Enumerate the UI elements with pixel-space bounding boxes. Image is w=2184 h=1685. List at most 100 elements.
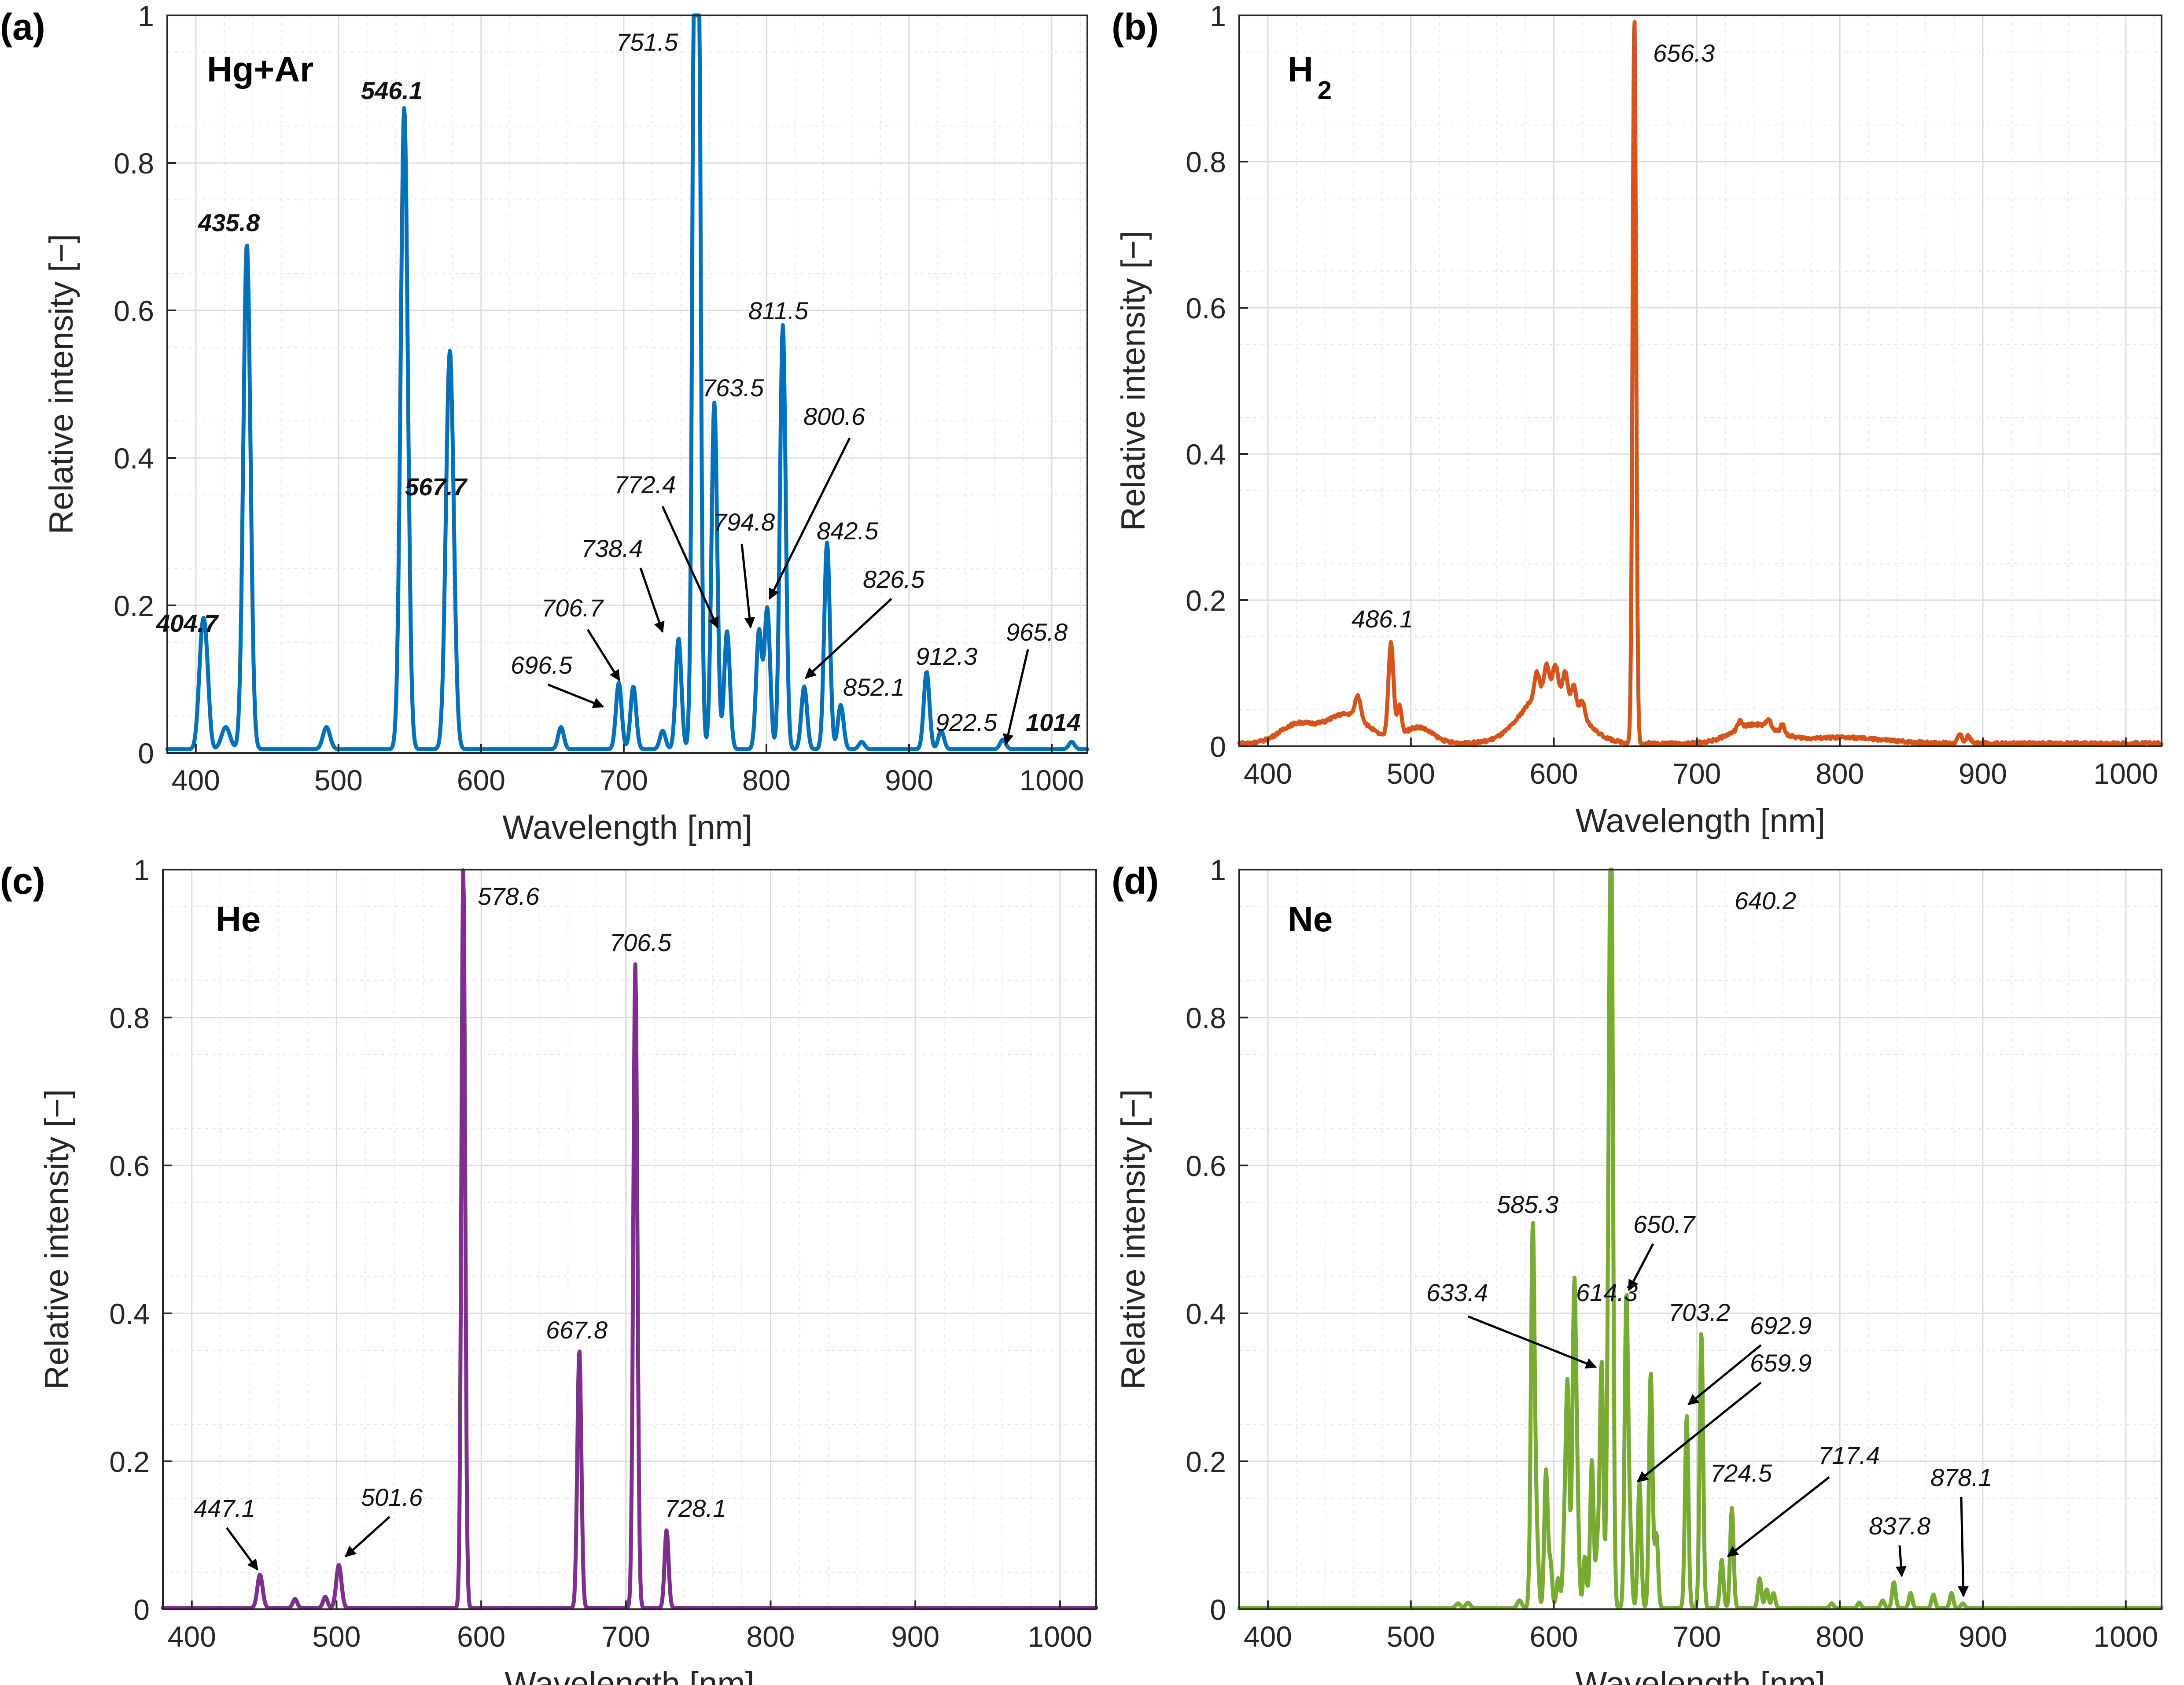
- annotation-arrow: [345, 1516, 390, 1557]
- annotation-arrow: [1002, 649, 1029, 745]
- x-tick-label: 400: [172, 764, 220, 796]
- peak-label: 772.4: [614, 471, 676, 498]
- annotation-arrow: [639, 568, 665, 633]
- x-tick-label: 800: [746, 1620, 795, 1653]
- peak-label: 692.9: [1750, 1312, 1812, 1339]
- peak-label: 447.1: [194, 1494, 255, 1522]
- peak-label: 794.8: [713, 508, 775, 536]
- x-tick-label: 800: [1816, 1620, 1864, 1653]
- y-tick-label: 0.8: [109, 1002, 150, 1034]
- y-axis-label: Relative intensity [−]: [38, 1089, 76, 1390]
- peak-label: 922.5: [935, 708, 998, 736]
- y-tick-label: 0.8: [1186, 146, 1226, 178]
- peak-label: 404.7: [156, 609, 219, 637]
- x-tick-label: 1000: [1020, 764, 1084, 796]
- x-tick-label: 900: [1959, 1620, 2007, 1653]
- y-tick-label: 0: [1210, 730, 1226, 763]
- x-tick-label: 600: [1530, 757, 1578, 790]
- peak-label: 763.5: [702, 374, 764, 402]
- peak-label: 659.9: [1750, 1349, 1812, 1377]
- y-tick-label: 0.4: [1186, 1298, 1226, 1330]
- annotation-arrow: [768, 437, 851, 600]
- x-tick-label: 1000: [2093, 757, 2158, 790]
- peak-label: 878.1: [1930, 1464, 1992, 1491]
- y-tick-label: 0.4: [109, 1298, 150, 1330]
- spectrum-line: [165, 13, 1090, 752]
- y-tick-label: 0.2: [109, 1445, 150, 1478]
- panel-label: (c): [0, 860, 45, 902]
- x-tick-label: 600: [457, 1620, 505, 1653]
- peak-label: 650.7: [1633, 1210, 1696, 1238]
- y-tick-label: 0.4: [1186, 438, 1226, 471]
- x-tick-label: 800: [742, 764, 791, 796]
- peak-label: 706.7: [541, 594, 604, 622]
- y-tick-label: 1: [138, 0, 154, 32]
- panel-label: (d): [1112, 860, 1159, 902]
- plot-frame: [166, 15, 1088, 754]
- x-tick-label: 500: [312, 1620, 361, 1653]
- y-tick-label: 0.6: [1186, 292, 1226, 324]
- y-axis-label: Relative intensity [−]: [43, 234, 80, 534]
- y-tick-label: 1: [133, 854, 150, 886]
- annotation-arrow: [1895, 1545, 1907, 1578]
- x-tick-label: 700: [1672, 757, 1721, 790]
- peak-label: 965.8: [1006, 618, 1068, 646]
- x-tick-label: 700: [602, 1620, 650, 1653]
- y-tick-label: 1: [1210, 854, 1226, 886]
- x-tick-label: 900: [891, 1620, 939, 1653]
- y-tick-label: 0: [133, 1593, 150, 1626]
- annotation-arrow: [740, 543, 755, 629]
- peak-label: 435.8: [198, 209, 260, 236]
- peak-label: 578.6: [478, 882, 540, 910]
- y-tick-label: 0: [1210, 1593, 1226, 1626]
- peak-label: 800.6: [803, 402, 865, 430]
- panel-d: 400 500 600 700 800 900 1000 0 0.2 0.4 0.6 0.8 1 Wave…: [1112, 854, 2164, 1685]
- x-axis-label: Wavelength [nm]: [1576, 802, 1825, 840]
- y-tick-label: 0.2: [1186, 584, 1226, 617]
- annotation-arrow: [548, 683, 604, 708]
- peak-label: 728.1: [665, 1494, 726, 1522]
- panel-c: 400 500 600 700 800 900 1000 0 0.2 0.4 0.6 0.8 1 Wave…: [0, 854, 1098, 1685]
- peak-label: 842.5: [817, 517, 879, 545]
- x-tick-label: 700: [1672, 1620, 1721, 1653]
- peak-label: 501.6: [361, 1483, 423, 1511]
- x-axis-label: Wavelength [nm]: [505, 1665, 754, 1685]
- peak-label: 912.3: [916, 642, 977, 670]
- x-tick-label: 900: [1959, 757, 2007, 790]
- y-tick-label: 1: [1210, 0, 1226, 32]
- peak-label: 1014: [1026, 708, 1081, 736]
- element-subscript: 2: [1318, 76, 1332, 105]
- x-axis-label: Wavelength [nm]: [1576, 1665, 1825, 1685]
- peak-label: 486.1: [1352, 605, 1413, 633]
- peak-label: 751.5: [616, 28, 678, 56]
- y-tick-label: 0.6: [109, 1150, 150, 1182]
- annotation-arrow: [805, 598, 892, 679]
- annotation-arrow: [1687, 1344, 1762, 1405]
- spectrum-line: [1237, 867, 2164, 1610]
- peak-label: 640.2: [1735, 887, 1796, 914]
- peak-label: 703.2: [1668, 1298, 1730, 1326]
- peak-label: 837.8: [1869, 1512, 1930, 1540]
- x-tick-label: 1000: [2093, 1620, 2158, 1653]
- peak-label: 614.3: [1576, 1279, 1638, 1306]
- x-tick-label: 500: [314, 764, 363, 796]
- peak-label: 738.4: [581, 535, 643, 562]
- peak-label: 585.3: [1497, 1191, 1558, 1218]
- y-axis-label: Relative intensity [−]: [1115, 231, 1152, 531]
- annotation-arrow: [1628, 1243, 1654, 1291]
- annotation-arrow: [586, 629, 621, 682]
- x-tick-label: 1000: [1028, 1620, 1092, 1653]
- annotation-arrow: [1958, 1497, 1969, 1597]
- peak-label: 826.5: [863, 565, 925, 593]
- annotation-arrow: [1637, 1382, 1762, 1482]
- y-tick-label: 0.8: [114, 147, 154, 180]
- y-tick-label: 0.2: [1186, 1445, 1226, 1478]
- annotation-arrow: [1468, 1315, 1597, 1369]
- x-tick-label: 400: [1244, 1620, 1292, 1653]
- x-tick-label: 400: [1244, 757, 1292, 790]
- y-tick-label: 0.6: [114, 295, 154, 327]
- annotation-arrow: [225, 1527, 259, 1571]
- peak-label: 696.5: [511, 651, 573, 679]
- plot-frame: [1238, 869, 2162, 1610]
